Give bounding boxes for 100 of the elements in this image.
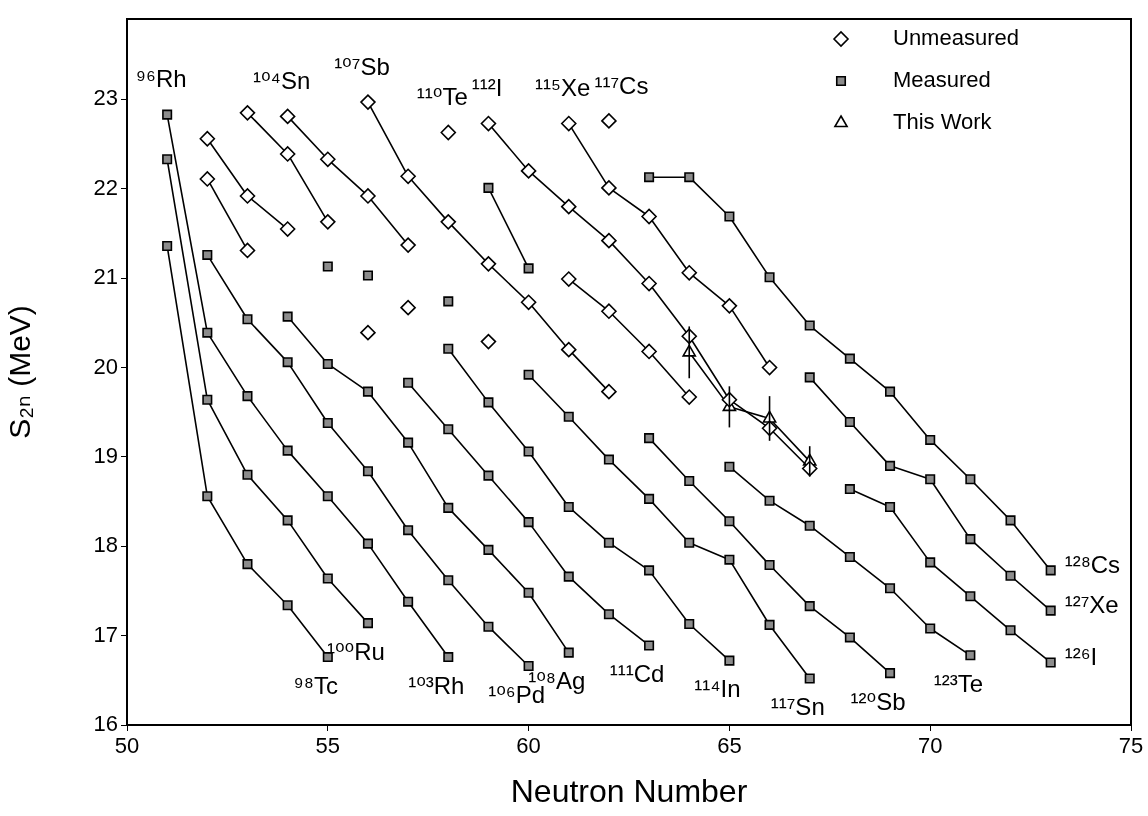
- point: [885, 386, 896, 397]
- point: [360, 324, 376, 341]
- annotation: ¹²⁶I: [1064, 643, 1098, 671]
- point: [965, 534, 976, 545]
- point: [443, 343, 454, 354]
- point: [239, 105, 256, 121]
- point: [403, 377, 414, 388]
- point: [804, 520, 815, 531]
- point: [443, 424, 454, 435]
- point: [239, 188, 256, 204]
- point: [443, 652, 454, 663]
- point: [483, 397, 494, 408]
- point: [279, 146, 296, 162]
- point: [279, 108, 296, 125]
- point: [199, 171, 216, 187]
- y-tick-label: 23: [93, 85, 118, 111]
- point: [480, 333, 497, 350]
- point: [480, 256, 497, 272]
- point: [563, 501, 574, 512]
- point: [282, 311, 293, 322]
- point: [242, 314, 253, 325]
- point: [362, 386, 373, 397]
- point: [322, 261, 333, 272]
- point: [641, 208, 657, 225]
- point: [601, 180, 617, 196]
- point: [644, 172, 655, 183]
- point: [523, 446, 534, 457]
- point: [804, 320, 815, 331]
- point: [1045, 657, 1056, 668]
- point: [400, 237, 416, 253]
- point: [724, 655, 735, 666]
- point: [844, 484, 855, 495]
- point: [601, 232, 617, 249]
- point: [601, 113, 617, 129]
- x-tick-label: 75: [1118, 733, 1144, 759]
- point: [242, 559, 253, 570]
- point: [360, 188, 376, 204]
- legend-label: Measured: [893, 67, 991, 93]
- point: [804, 372, 815, 383]
- point: [483, 182, 494, 193]
- point: [440, 214, 457, 230]
- point: [443, 296, 454, 307]
- point: [764, 559, 775, 571]
- point: [523, 587, 534, 598]
- point: [684, 537, 695, 548]
- x-tick-label: 60: [516, 733, 541, 759]
- point: [684, 475, 695, 487]
- point: [601, 303, 617, 320]
- point: [560, 115, 577, 132]
- x-tick-label: 65: [717, 733, 742, 759]
- point: [885, 668, 896, 679]
- point: [885, 583, 896, 594]
- point: [603, 537, 614, 548]
- point: [403, 437, 414, 448]
- annotation: ¹¹¹Cd: [609, 660, 665, 688]
- point: [804, 601, 815, 612]
- point: [443, 575, 454, 586]
- point: [603, 609, 614, 620]
- y-axis-title: S₂ₙ (MeV): [3, 305, 37, 439]
- point: [844, 353, 855, 364]
- point: [520, 163, 537, 179]
- point: [403, 596, 414, 607]
- point: [443, 502, 454, 513]
- y-tick-label: 22: [93, 174, 118, 200]
- point: [1005, 515, 1016, 526]
- legend-label: Unmeasured: [893, 25, 1019, 51]
- point: [965, 474, 976, 485]
- point: [681, 389, 698, 405]
- point: [644, 433, 655, 444]
- point: [523, 517, 534, 528]
- point: [724, 554, 735, 565]
- point: [560, 341, 577, 358]
- point: [641, 275, 657, 292]
- point: [724, 211, 735, 222]
- point: [322, 573, 333, 584]
- point: [965, 650, 976, 661]
- point: [761, 359, 778, 376]
- point: [400, 168, 416, 185]
- point: [925, 623, 936, 634]
- point: [282, 445, 293, 456]
- annotation: ¹²⁷Xe: [1064, 591, 1119, 619]
- point: [242, 391, 253, 402]
- annotation: ⁹⁸Tc: [293, 671, 338, 699]
- annotation: ⁹⁶Rh: [135, 65, 187, 93]
- point: [320, 214, 336, 230]
- point: [563, 411, 574, 422]
- point: [202, 327, 213, 338]
- point: [523, 263, 534, 274]
- annotation: ¹¹²I: [471, 74, 503, 102]
- annotation: ¹⁰³Rh: [408, 671, 465, 699]
- point: [239, 242, 256, 259]
- point: [844, 551, 855, 563]
- point: [560, 271, 577, 287]
- point: [483, 470, 494, 481]
- point: [844, 417, 855, 428]
- point: [202, 394, 213, 405]
- point: [523, 660, 534, 672]
- annotation: ¹²⁸Cs: [1064, 551, 1121, 579]
- point: [483, 544, 494, 555]
- point: [1045, 605, 1056, 616]
